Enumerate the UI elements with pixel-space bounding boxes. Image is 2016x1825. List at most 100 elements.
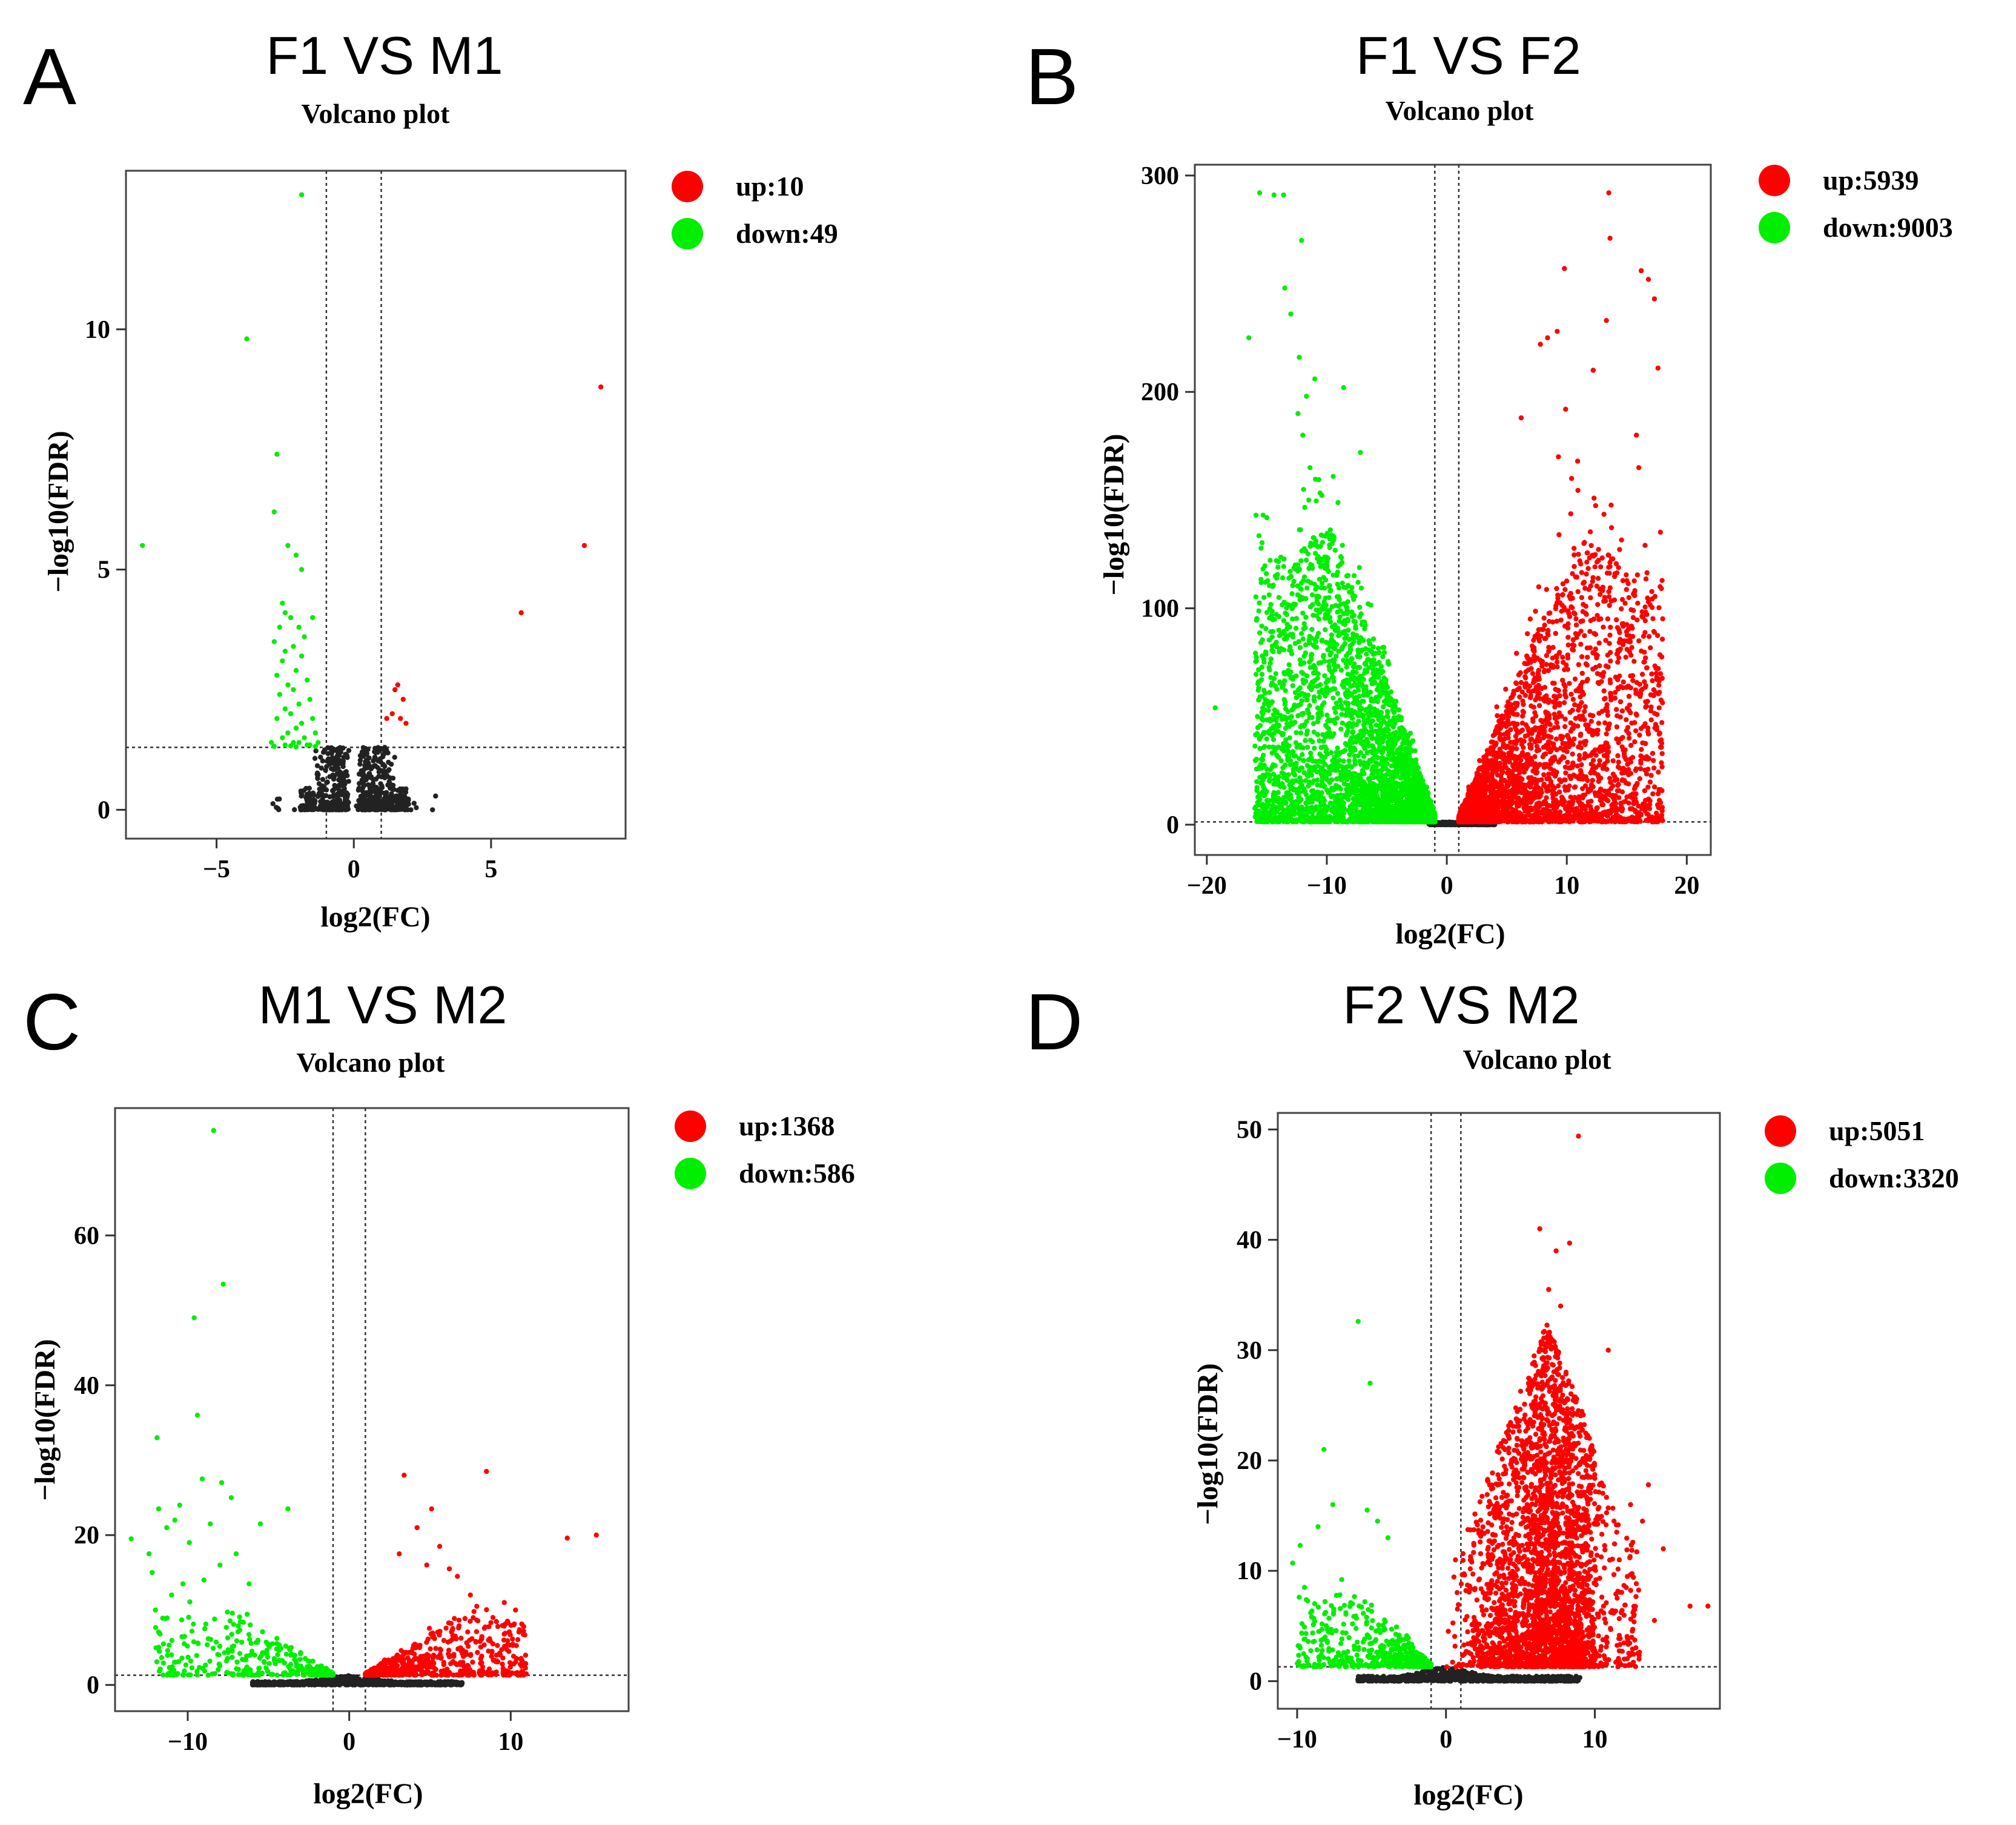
point-down-a-26 bbox=[307, 696, 312, 702]
point-down-b bbox=[1324, 747, 1329, 753]
point-down-a-12 bbox=[277, 624, 282, 630]
point-down-b bbox=[1326, 804, 1331, 810]
point-down-b bbox=[1290, 616, 1295, 622]
point-down-a-30 bbox=[310, 716, 316, 721]
point-down-a-45 bbox=[288, 743, 294, 749]
point-down-b bbox=[1303, 792, 1309, 797]
legend-label-up-a: up:10 bbox=[736, 171, 804, 202]
point-down-b bbox=[1364, 652, 1369, 657]
point-down-b bbox=[1335, 569, 1340, 575]
point-ns-a bbox=[433, 793, 438, 799]
point-down-b bbox=[1343, 585, 1349, 590]
point-down-b bbox=[1385, 709, 1390, 715]
point-down-b bbox=[1314, 670, 1320, 676]
point-down-b bbox=[1375, 645, 1381, 652]
point-ns-a bbox=[395, 799, 401, 805]
point-down-b bbox=[1344, 611, 1350, 616]
point-down-b bbox=[1307, 738, 1314, 743]
point-down-a-35 bbox=[312, 730, 318, 736]
point-down-b bbox=[1293, 740, 1299, 745]
point-ns-a bbox=[332, 782, 337, 788]
point-down-a-31 bbox=[274, 716, 280, 721]
point-down-b bbox=[1276, 722, 1281, 728]
point-down-a-8 bbox=[280, 601, 285, 606]
point-down-b bbox=[1326, 664, 1332, 669]
point-ns-a bbox=[275, 805, 281, 811]
point-down-b bbox=[1261, 595, 1267, 600]
point-down-b bbox=[1361, 699, 1366, 704]
point-down-b bbox=[1294, 730, 1299, 736]
xaxis-label-a: log2(FC) bbox=[320, 901, 430, 933]
point-down-b bbox=[1313, 477, 1318, 482]
point-down-b bbox=[1329, 788, 1334, 793]
point-ns-a bbox=[318, 754, 323, 760]
point-down-b bbox=[1364, 707, 1369, 712]
point-down-b bbox=[1282, 631, 1287, 637]
point-ns-a bbox=[319, 765, 324, 771]
point-down-b bbox=[1269, 750, 1275, 756]
point-down-b bbox=[1312, 745, 1317, 751]
point-ns-a bbox=[341, 777, 346, 783]
point-down-b bbox=[1357, 678, 1362, 683]
point-down-b bbox=[1281, 618, 1287, 624]
point-down-b bbox=[1260, 757, 1266, 763]
point-down-b bbox=[1304, 586, 1310, 591]
point-ns-a bbox=[315, 775, 320, 780]
point-down-b bbox=[1254, 616, 1260, 621]
point-down-b bbox=[1253, 594, 1258, 599]
point-down-b bbox=[1258, 576, 1264, 582]
point-down-b bbox=[1311, 729, 1317, 735]
point-down-b bbox=[1257, 630, 1263, 636]
point-down-b bbox=[1261, 656, 1266, 662]
plot-frame-a bbox=[125, 170, 627, 840]
point-down-b bbox=[1295, 713, 1301, 719]
point-down-b bbox=[1410, 738, 1416, 744]
point-down-b bbox=[1260, 753, 1266, 758]
point-ns-a bbox=[380, 800, 385, 805]
point-down-b bbox=[1263, 571, 1269, 576]
point-down-b bbox=[1307, 703, 1312, 708]
point-ns-a bbox=[329, 788, 335, 794]
x-tick-label-b-4: 20 bbox=[1674, 872, 1699, 900]
point-down-b bbox=[1275, 790, 1281, 796]
point-down-a-22 bbox=[305, 677, 310, 683]
point-down-b bbox=[1291, 762, 1296, 768]
point-down-b bbox=[1297, 685, 1303, 691]
point-down-b bbox=[1328, 650, 1334, 656]
point-down-b bbox=[1268, 602, 1274, 607]
point-down-b bbox=[1280, 602, 1285, 607]
point-ns-a bbox=[384, 747, 389, 753]
point-down-b bbox=[1350, 593, 1356, 599]
point-ns-a bbox=[342, 770, 348, 775]
point-down-b bbox=[1347, 713, 1352, 718]
point-down-b bbox=[1332, 547, 1338, 553]
point-down-b bbox=[1345, 573, 1351, 578]
point-down-a-21 bbox=[274, 673, 280, 678]
point-down-b bbox=[1299, 670, 1304, 675]
point-down-a-2 bbox=[274, 452, 280, 457]
point-down-b bbox=[1278, 632, 1283, 638]
point-down-b bbox=[1358, 741, 1364, 746]
point-down-b bbox=[1370, 636, 1376, 642]
point-down-b bbox=[1335, 564, 1341, 569]
point-ns-a bbox=[328, 756, 333, 762]
point-down-b bbox=[1324, 712, 1330, 718]
point-down-b bbox=[1346, 589, 1352, 595]
panel-subtitle-d: Volcano plot bbox=[1463, 1044, 1612, 1075]
point-down-b bbox=[1309, 627, 1315, 632]
point-down-b bbox=[1355, 653, 1360, 659]
point-ns-a bbox=[341, 806, 346, 811]
x-tick-label-b-3: 10 bbox=[1554, 872, 1579, 900]
point-down-b bbox=[1283, 699, 1288, 705]
panel-subtitle-a: Volcano plot bbox=[302, 98, 451, 129]
point-down-b bbox=[1347, 660, 1353, 666]
point-down-a-27 bbox=[296, 701, 302, 707]
point-down-b bbox=[1313, 550, 1318, 556]
point-down-b bbox=[1267, 778, 1272, 784]
point-ns-a bbox=[323, 787, 329, 793]
point-up-a-5 bbox=[389, 711, 395, 716]
point-down-b bbox=[1323, 691, 1328, 698]
point-down-b bbox=[1317, 695, 1322, 700]
